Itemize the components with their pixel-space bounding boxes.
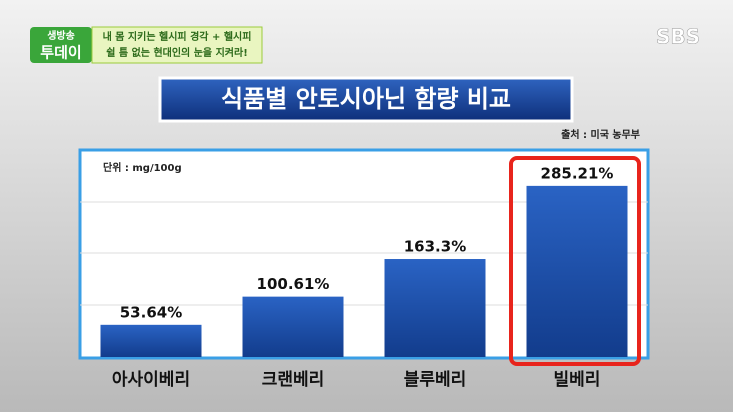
value-label: 163.3%: [404, 238, 466, 256]
banner-line: 쉴 틈 없는 현대인의 눈을 지켜라!: [106, 46, 248, 59]
value-label: 285.21%: [541, 164, 614, 182]
bar: [242, 296, 344, 357]
x-tick-label: 블루베리: [404, 370, 467, 390]
bar: [526, 185, 628, 357]
x-tick-label: 크랜베리: [262, 370, 325, 390]
banner-line: 내 몸 지키는 헬시피 경각 + 헬시피: [103, 30, 252, 43]
program-logo: [30, 27, 92, 63]
chart-title: 식품별 안토시아닌 함량 비교: [221, 85, 511, 113]
bar: [100, 324, 202, 357]
value-label: 100.61%: [257, 275, 330, 293]
value-label: 53.64%: [120, 303, 182, 321]
banner: [91, 26, 263, 64]
program-line: 투데이: [40, 44, 81, 62]
bars: [100, 185, 628, 357]
x-tick-label: 빌베리: [554, 370, 601, 390]
channel-logo: SBS: [656, 25, 700, 49]
source: 출처 : 미국 농무부: [561, 128, 640, 141]
program-line: 생방송: [47, 29, 75, 42]
bar: [384, 259, 486, 357]
x-tick-label: 아사이베리: [112, 370, 190, 390]
highlight-box: [509, 156, 641, 366]
title-box: [158, 76, 574, 123]
unit-label: 단위 : mg/100g: [103, 161, 182, 174]
